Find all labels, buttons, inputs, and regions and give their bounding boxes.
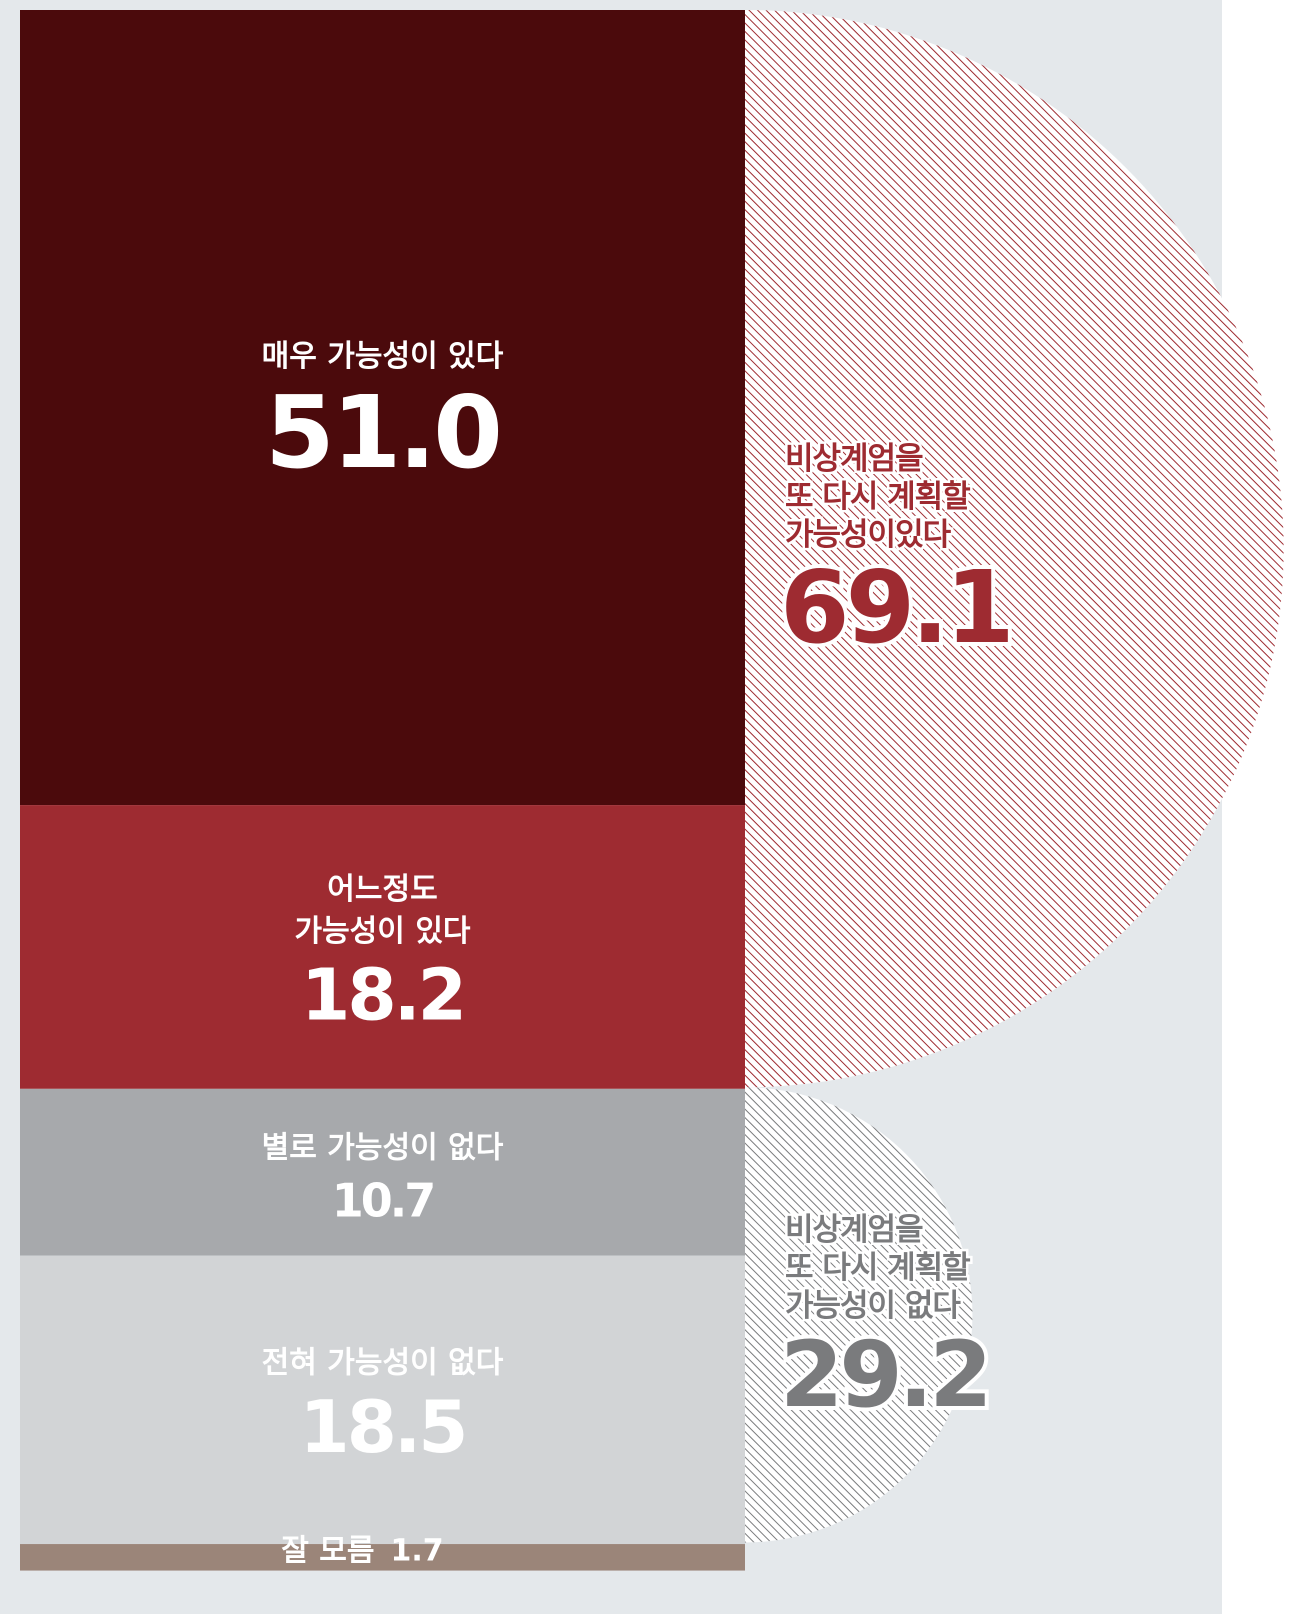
bar-segment: [20, 1255, 745, 1545]
segment-value: 18.5: [300, 1386, 466, 1470]
segment-value: 51.0: [265, 374, 500, 491]
group-label: 비상계엄을: [785, 1212, 923, 1248]
group-label: 비상계엄을: [785, 441, 923, 477]
segment-value: 18.2: [301, 953, 464, 1036]
group-half-circle: [745, 1087, 973, 1543]
group-label: 또 다시 계획할: [785, 479, 970, 515]
group-label: 또 다시 계획할: [785, 1250, 970, 1286]
segment-label: 잘 모름: [281, 1534, 374, 1569]
group-label: 가능성이있다: [785, 517, 952, 553]
bar-segment: [20, 1544, 745, 1571]
group-value: 69.1: [780, 549, 1011, 666]
segment-value: 1.7: [391, 1534, 444, 1569]
segment-label: 별로 가능성이 없다: [262, 1131, 504, 1166]
segment-label: 전혀 가능성이 없다: [262, 1345, 504, 1380]
segment-label: 매우 가능성이 있다: [262, 339, 504, 374]
bar-segment: [20, 805, 745, 1089]
group-half-circle: [745, 10, 1284, 1088]
segment-label: 가능성이 있다: [294, 914, 470, 949]
segment-label: 어느정도: [327, 872, 437, 907]
group-value: 29.2: [780, 1322, 989, 1428]
bar-segment: [20, 1088, 745, 1256]
bar-segment: [20, 10, 745, 806]
group-label: 가능성이 없다: [785, 1288, 961, 1324]
segment-value: 10.7: [332, 1174, 434, 1228]
